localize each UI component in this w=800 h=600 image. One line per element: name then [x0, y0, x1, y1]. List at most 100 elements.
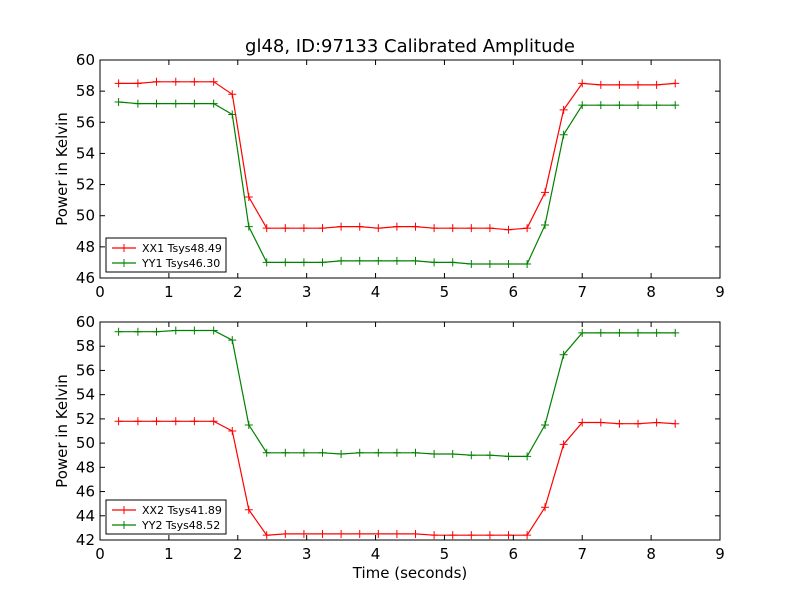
data-point [337, 256, 346, 265]
data-point [337, 222, 346, 231]
data-point [596, 328, 605, 337]
legend-marker [120, 244, 128, 252]
data-point [152, 417, 161, 426]
x-tick-label: 1 [164, 545, 174, 563]
y-tick-label: 54 [76, 144, 95, 162]
data-point [467, 531, 476, 540]
data-point [262, 224, 271, 233]
data-point [152, 99, 161, 108]
y-tick-label: 50 [76, 434, 95, 452]
data-point [209, 326, 218, 335]
data-point [228, 427, 237, 435]
data-point [209, 417, 218, 426]
data-point [634, 328, 643, 337]
x-tick-label: 4 [371, 545, 381, 563]
data-point [299, 448, 308, 457]
data-point [337, 529, 346, 538]
y-tick-label: 44 [76, 507, 95, 525]
x-tick-label: 3 [302, 283, 312, 301]
data-point [485, 259, 494, 268]
legend-marker [120, 521, 128, 529]
x-tick-label: 4 [371, 283, 381, 301]
data-point [634, 80, 643, 89]
data-point [430, 450, 439, 459]
y-tick-label: 46 [76, 483, 95, 501]
x-tick-label: 5 [440, 283, 450, 301]
data-point [485, 451, 494, 460]
data-point [281, 448, 290, 457]
legend-label: XX2 Tsys41.89 [142, 504, 222, 517]
data-point [541, 503, 550, 512]
data-point [190, 326, 199, 335]
data-point [318, 224, 327, 233]
data-point [615, 419, 624, 428]
y-tick-label: 56 [76, 361, 95, 379]
data-point [171, 417, 180, 426]
data-point [671, 101, 680, 110]
legend-label: XX1 Tsys48.49 [142, 242, 222, 255]
data-point [355, 448, 364, 457]
data-point [596, 418, 605, 427]
chart-title: gl48, ID:97133 Calibrated Amplitude [245, 36, 575, 57]
data-point [448, 258, 457, 267]
data-point [299, 529, 308, 538]
x-tick-label: 7 [577, 545, 587, 563]
data-point [374, 448, 383, 457]
y-tick-label: 42 [76, 531, 95, 549]
data-point [448, 450, 457, 459]
y-axis-label: Power in Kelvin [53, 374, 71, 488]
data-point [430, 224, 439, 233]
data-point [448, 531, 457, 540]
data-point [190, 77, 199, 86]
data-point [523, 531, 532, 540]
data-point [133, 417, 142, 426]
data-point [171, 326, 180, 335]
data-point [337, 450, 346, 459]
x-tick-label: 1 [164, 283, 174, 301]
data-point [209, 99, 218, 108]
data-point [541, 420, 550, 429]
x-tick-label: 7 [577, 283, 587, 301]
data-point [355, 256, 364, 265]
x-tick-label: 9 [715, 283, 725, 301]
data-point [430, 258, 439, 267]
data-point [523, 452, 532, 461]
x-tick-label: 5 [440, 545, 450, 563]
x-tick-label: 8 [646, 545, 656, 563]
data-point [299, 224, 308, 233]
data-point [299, 258, 308, 267]
data-point [114, 417, 123, 426]
data-point [374, 224, 383, 233]
data-point [281, 224, 290, 233]
y-tick-label: 58 [76, 337, 95, 355]
data-point [541, 221, 550, 230]
x-tick-label: 0 [95, 545, 105, 563]
data-point [504, 225, 513, 234]
data-point [559, 105, 568, 114]
data-point [578, 101, 587, 110]
data-point [244, 505, 253, 514]
data-point [652, 80, 661, 89]
x-tick-label: 9 [715, 545, 725, 563]
data-point [114, 98, 123, 107]
data-point [634, 419, 643, 428]
data-point [523, 224, 532, 233]
data-point [152, 327, 161, 336]
y-tick-label: 60 [76, 313, 95, 331]
data-point [541, 188, 550, 197]
data-point [596, 101, 605, 110]
data-point [411, 256, 420, 265]
data-point [228, 336, 237, 345]
data-point [467, 259, 476, 268]
y-tick-label: 48 [76, 458, 95, 476]
x-tick-label: 6 [509, 545, 519, 563]
data-point [392, 256, 401, 265]
data-point [559, 440, 568, 449]
legend-box [105, 237, 227, 273]
data-point [392, 448, 401, 457]
legend-label: YY2 Tsys48.52 [141, 519, 220, 532]
data-point [523, 259, 532, 268]
data-point [392, 529, 401, 538]
data-point [190, 417, 199, 426]
